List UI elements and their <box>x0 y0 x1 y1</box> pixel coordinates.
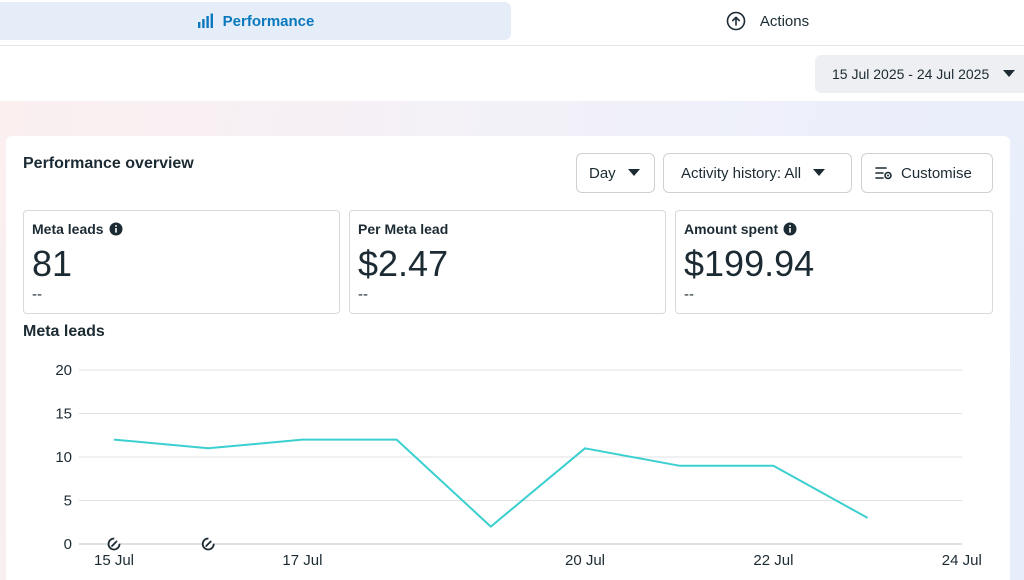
data-point <box>394 437 399 442</box>
activity-history-label: Activity history: All <box>681 164 802 182</box>
customise-settings-icon <box>875 167 892 180</box>
date-bar: 15 Jul 2025 - 24 Jul 2025 <box>0 47 1024 101</box>
metric-value: $199.94 <box>684 243 815 284</box>
series-line <box>113 438 869 528</box>
metric-comparison: -- <box>358 286 368 303</box>
granularity-dropdown[interactable]: Day <box>576 153 655 193</box>
customise-label: Customise <box>901 164 972 182</box>
activity-marker-needle <box>111 540 118 547</box>
metric-value: $2.47 <box>358 243 449 284</box>
activity-marker-icon[interactable] <box>107 537 121 551</box>
activity-marker-icon[interactable] <box>201 537 215 551</box>
tab-actions[interactable]: Actions <box>511 2 1024 40</box>
caret-down-icon <box>627 169 640 176</box>
data-point <box>488 524 493 529</box>
metric-label: Meta leads <box>32 221 104 237</box>
tab-performance[interactable]: Performance <box>0 2 511 40</box>
x-tick-label: 17 Jul <box>282 552 322 569</box>
info-icon[interactable] <box>783 222 797 236</box>
chart-title: Meta leads <box>23 323 105 340</box>
bar-chart-icon <box>197 13 213 28</box>
date-range-picker[interactable]: 15 Jul 2025 - 24 Jul 2025 <box>815 55 1024 93</box>
data-point <box>583 446 588 451</box>
customise-button[interactable]: Customise <box>861 153 993 193</box>
tab-actions-label: Actions <box>759 12 810 30</box>
tab-performance-label: Performance <box>222 12 315 30</box>
x-tick-label: 15 Jul <box>94 552 134 569</box>
y-tick-label: 15 <box>55 406 72 423</box>
tab-bar: Performance Actions <box>0 0 1024 46</box>
data-point <box>865 515 870 520</box>
performance-overview-card: Performance overview Day Activity histor… <box>6 136 1010 580</box>
x-tick-label: 22 Jul <box>753 552 793 569</box>
metric-card-meta-leads: Meta leads 81 -- <box>23 210 340 314</box>
metric-comparison: -- <box>32 286 42 303</box>
metric-card-per-meta-lead: Per Meta lead $2.47 -- <box>349 210 666 314</box>
activity-marker-needle <box>205 540 212 547</box>
y-tick-label: 0 <box>64 536 72 553</box>
metric-label: Per Meta lead <box>358 221 449 237</box>
x-tick-label: 24 Jul <box>942 552 982 569</box>
caret-down-icon <box>813 169 826 176</box>
info-icon[interactable] <box>109 222 123 236</box>
data-point <box>112 437 117 442</box>
metric-value: 81 <box>32 243 73 284</box>
metric-comparison: -- <box>684 286 694 303</box>
granularity-label: Day <box>589 164 616 182</box>
meta-leads-line-chart: 20 15 10 5 0 15 Jul 17 Jul 20 Jul 22 Jul 24 Jul <box>55 362 982 569</box>
data-point <box>206 446 211 451</box>
card-title: Performance overview <box>23 155 194 172</box>
date-range-label: 15 Jul 2025 - 24 Jul 2025 <box>832 66 990 82</box>
data-point <box>677 463 682 468</box>
metric-label: Amount spent <box>684 221 779 237</box>
y-tick-label: 10 <box>55 449 72 466</box>
metric-card-amount-spent: Amount spent $199.94 -- <box>675 210 993 314</box>
y-tick-label: 5 <box>64 493 72 510</box>
data-point <box>300 437 305 442</box>
y-tick-label: 20 <box>55 362 72 379</box>
arrow-up-circle-icon <box>726 11 746 31</box>
caret-down-icon <box>1003 70 1016 77</box>
data-point <box>771 463 776 468</box>
activity-history-dropdown[interactable]: Activity history: All <box>663 153 852 193</box>
x-tick-label: 20 Jul <box>565 552 605 569</box>
